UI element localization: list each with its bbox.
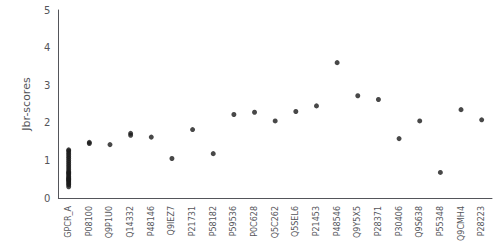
svg-text:P28223: P28223 [477, 206, 486, 236]
svg-text:Q14332: Q14332 [126, 206, 135, 238]
svg-text:GPCR_A: GPCR_A [64, 205, 73, 237]
svg-text:P21453: P21453 [312, 206, 321, 236]
svg-text:P55348: P55348 [436, 206, 445, 236]
svg-text:P28371: P28371 [374, 206, 383, 236]
svg-text:Q5SEL6: Q5SEL6 [291, 206, 300, 237]
svg-text:P21731: P21731 [188, 206, 197, 236]
svg-text:3: 3 [44, 80, 50, 91]
svg-text:0: 0 [44, 193, 50, 204]
svg-text:Q9P1U0: Q9P1U0 [105, 206, 114, 238]
svg-text:Q9S638: Q9S638 [415, 206, 424, 238]
svg-text:Jbr-scores: Jbr-scores [20, 77, 33, 132]
svg-text:P0C628: P0C628 [250, 206, 259, 237]
svg-text:4: 4 [44, 42, 50, 53]
svg-text:2: 2 [44, 117, 50, 128]
svg-text:P48546: P48546 [333, 206, 342, 236]
svg-text:P08100: P08100 [85, 206, 94, 236]
svg-text:P59536: P59536 [229, 206, 238, 236]
svg-text:P58182: P58182 [209, 206, 218, 236]
svg-text:1: 1 [44, 155, 50, 166]
svg-text:Q9CMH4: Q9CMH4 [457, 206, 466, 241]
svg-text:Q9Y5X5: Q9Y5X5 [353, 206, 362, 238]
svg-text:Q9IEZ7: Q9IEZ7 [167, 206, 176, 235]
svg-text:P48146: P48146 [147, 206, 156, 236]
svg-text:Q5C262: Q5C262 [271, 206, 280, 238]
svg-text:5: 5 [44, 5, 50, 16]
svg-text:P30406: P30406 [395, 206, 404, 236]
